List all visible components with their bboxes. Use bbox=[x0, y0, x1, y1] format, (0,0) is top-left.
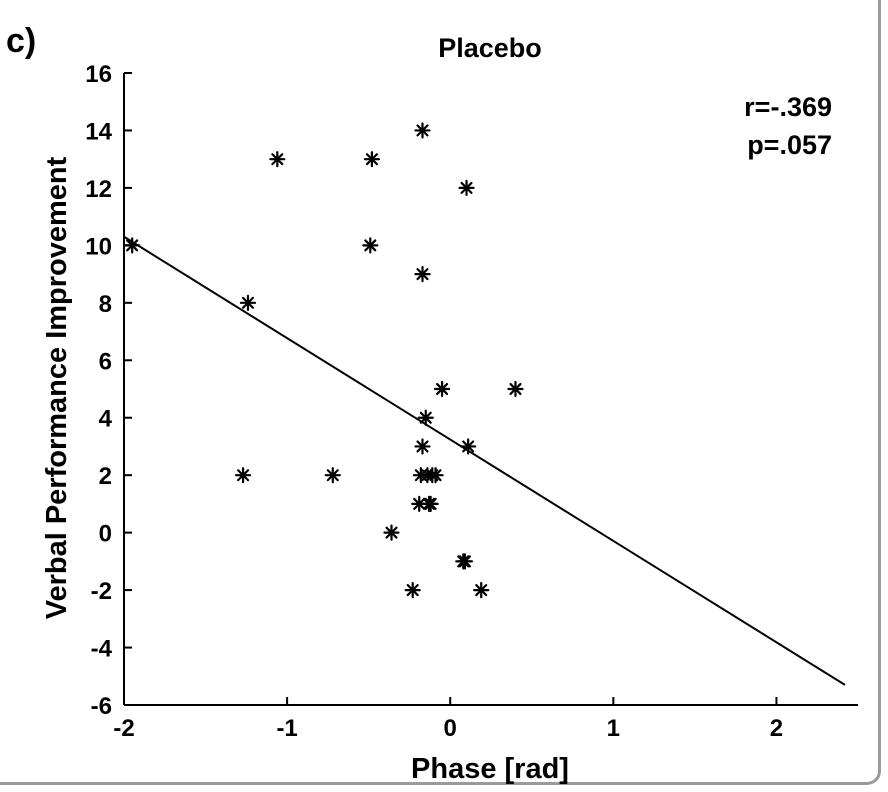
y-tick-label: 8 bbox=[99, 291, 112, 318]
asterisk-stroke bbox=[326, 469, 339, 482]
p-value: p=.057 bbox=[747, 130, 832, 160]
data-point bbox=[362, 237, 379, 254]
x-tick-label: -1 bbox=[276, 715, 297, 742]
data-point bbox=[124, 237, 141, 254]
x-tick-label: 2 bbox=[770, 715, 783, 742]
data-point bbox=[422, 495, 439, 513]
asterisk-stroke bbox=[424, 497, 437, 510]
data-point bbox=[507, 380, 524, 398]
x-tick-label: -2 bbox=[113, 715, 134, 742]
data-point bbox=[404, 581, 421, 599]
data-points bbox=[124, 122, 524, 599]
asterisk-stroke bbox=[462, 440, 475, 453]
y-tick-label: -2 bbox=[91, 578, 112, 605]
asterisk-stroke bbox=[413, 497, 426, 510]
asterisk-stroke bbox=[364, 239, 377, 252]
asterisk-stroke bbox=[419, 411, 432, 424]
data-point bbox=[324, 467, 341, 484]
x-tick-label: 1 bbox=[607, 715, 620, 742]
y-tick-label: 10 bbox=[85, 233, 112, 260]
panel-label: c) bbox=[6, 22, 37, 60]
y-tick-label: 6 bbox=[99, 348, 112, 375]
y-axis-label: Verbal Performance Improvement bbox=[41, 156, 73, 619]
data-point bbox=[460, 438, 477, 455]
asterisk-stroke bbox=[475, 584, 488, 597]
data-point bbox=[383, 524, 400, 541]
chart-title: Placebo bbox=[438, 33, 542, 63]
x-tick-label: 0 bbox=[444, 715, 457, 742]
asterisk-stroke bbox=[237, 469, 250, 482]
y-tick-label: 4 bbox=[99, 406, 113, 433]
data-point bbox=[473, 581, 490, 599]
asterisk-stroke bbox=[429, 469, 442, 482]
correlation-r: r=-.369 bbox=[744, 92, 832, 122]
asterisk-stroke bbox=[126, 239, 139, 252]
asterisk-stroke bbox=[416, 268, 429, 281]
data-point bbox=[414, 265, 431, 283]
data-point bbox=[414, 438, 431, 455]
asterisk-stroke bbox=[509, 382, 522, 396]
stats-annotation: r=-.369 p=.057 bbox=[744, 88, 832, 164]
asterisk-stroke bbox=[460, 181, 473, 194]
x-axis-label: Phase [rad] bbox=[411, 753, 569, 785]
data-point bbox=[269, 151, 286, 168]
asterisk-stroke bbox=[271, 153, 284, 166]
y-tick-label: 12 bbox=[85, 176, 112, 203]
y-tick-label: 16 bbox=[85, 61, 112, 88]
y-tick-label: 0 bbox=[99, 521, 112, 548]
asterisk-stroke bbox=[385, 526, 398, 539]
data-point bbox=[239, 294, 257, 311]
asterisk-stroke bbox=[406, 584, 419, 597]
asterisk-stroke bbox=[436, 382, 449, 396]
data-point bbox=[458, 179, 475, 197]
fit-line-group bbox=[123, 235, 846, 686]
data-point bbox=[234, 467, 252, 484]
asterisk-stroke bbox=[416, 440, 429, 453]
asterisk-stroke bbox=[241, 296, 255, 309]
y-tick-label: 14 bbox=[85, 118, 112, 145]
data-point bbox=[417, 409, 434, 426]
y-tick-label: -6 bbox=[91, 693, 112, 720]
y-tick-label: 2 bbox=[99, 463, 112, 490]
regression-line bbox=[123, 235, 846, 686]
asterisk-stroke bbox=[365, 153, 378, 166]
data-point bbox=[414, 122, 431, 139]
y-tick-label: -4 bbox=[91, 636, 113, 663]
asterisk-stroke bbox=[458, 555, 471, 568]
data-point bbox=[456, 553, 474, 570]
data-point bbox=[433, 380, 451, 398]
data-point bbox=[427, 467, 444, 484]
asterisk-stroke bbox=[416, 124, 429, 137]
data-point bbox=[363, 151, 381, 168]
